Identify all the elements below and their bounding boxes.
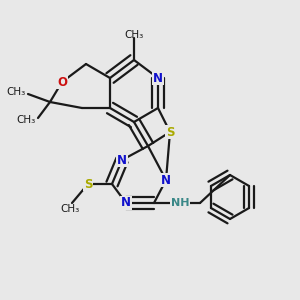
- Text: CH₃: CH₃: [60, 204, 80, 214]
- Text: O: O: [57, 76, 67, 88]
- Text: N: N: [161, 173, 171, 187]
- Text: CH₃: CH₃: [17, 115, 36, 125]
- Text: CH₃: CH₃: [124, 30, 144, 40]
- Text: N: N: [117, 154, 127, 166]
- Text: N: N: [153, 71, 163, 85]
- Text: CH₃: CH₃: [7, 87, 26, 97]
- Text: S: S: [166, 125, 174, 139]
- Text: NH: NH: [171, 198, 189, 208]
- Text: N: N: [121, 196, 131, 209]
- Text: S: S: [84, 178, 92, 190]
